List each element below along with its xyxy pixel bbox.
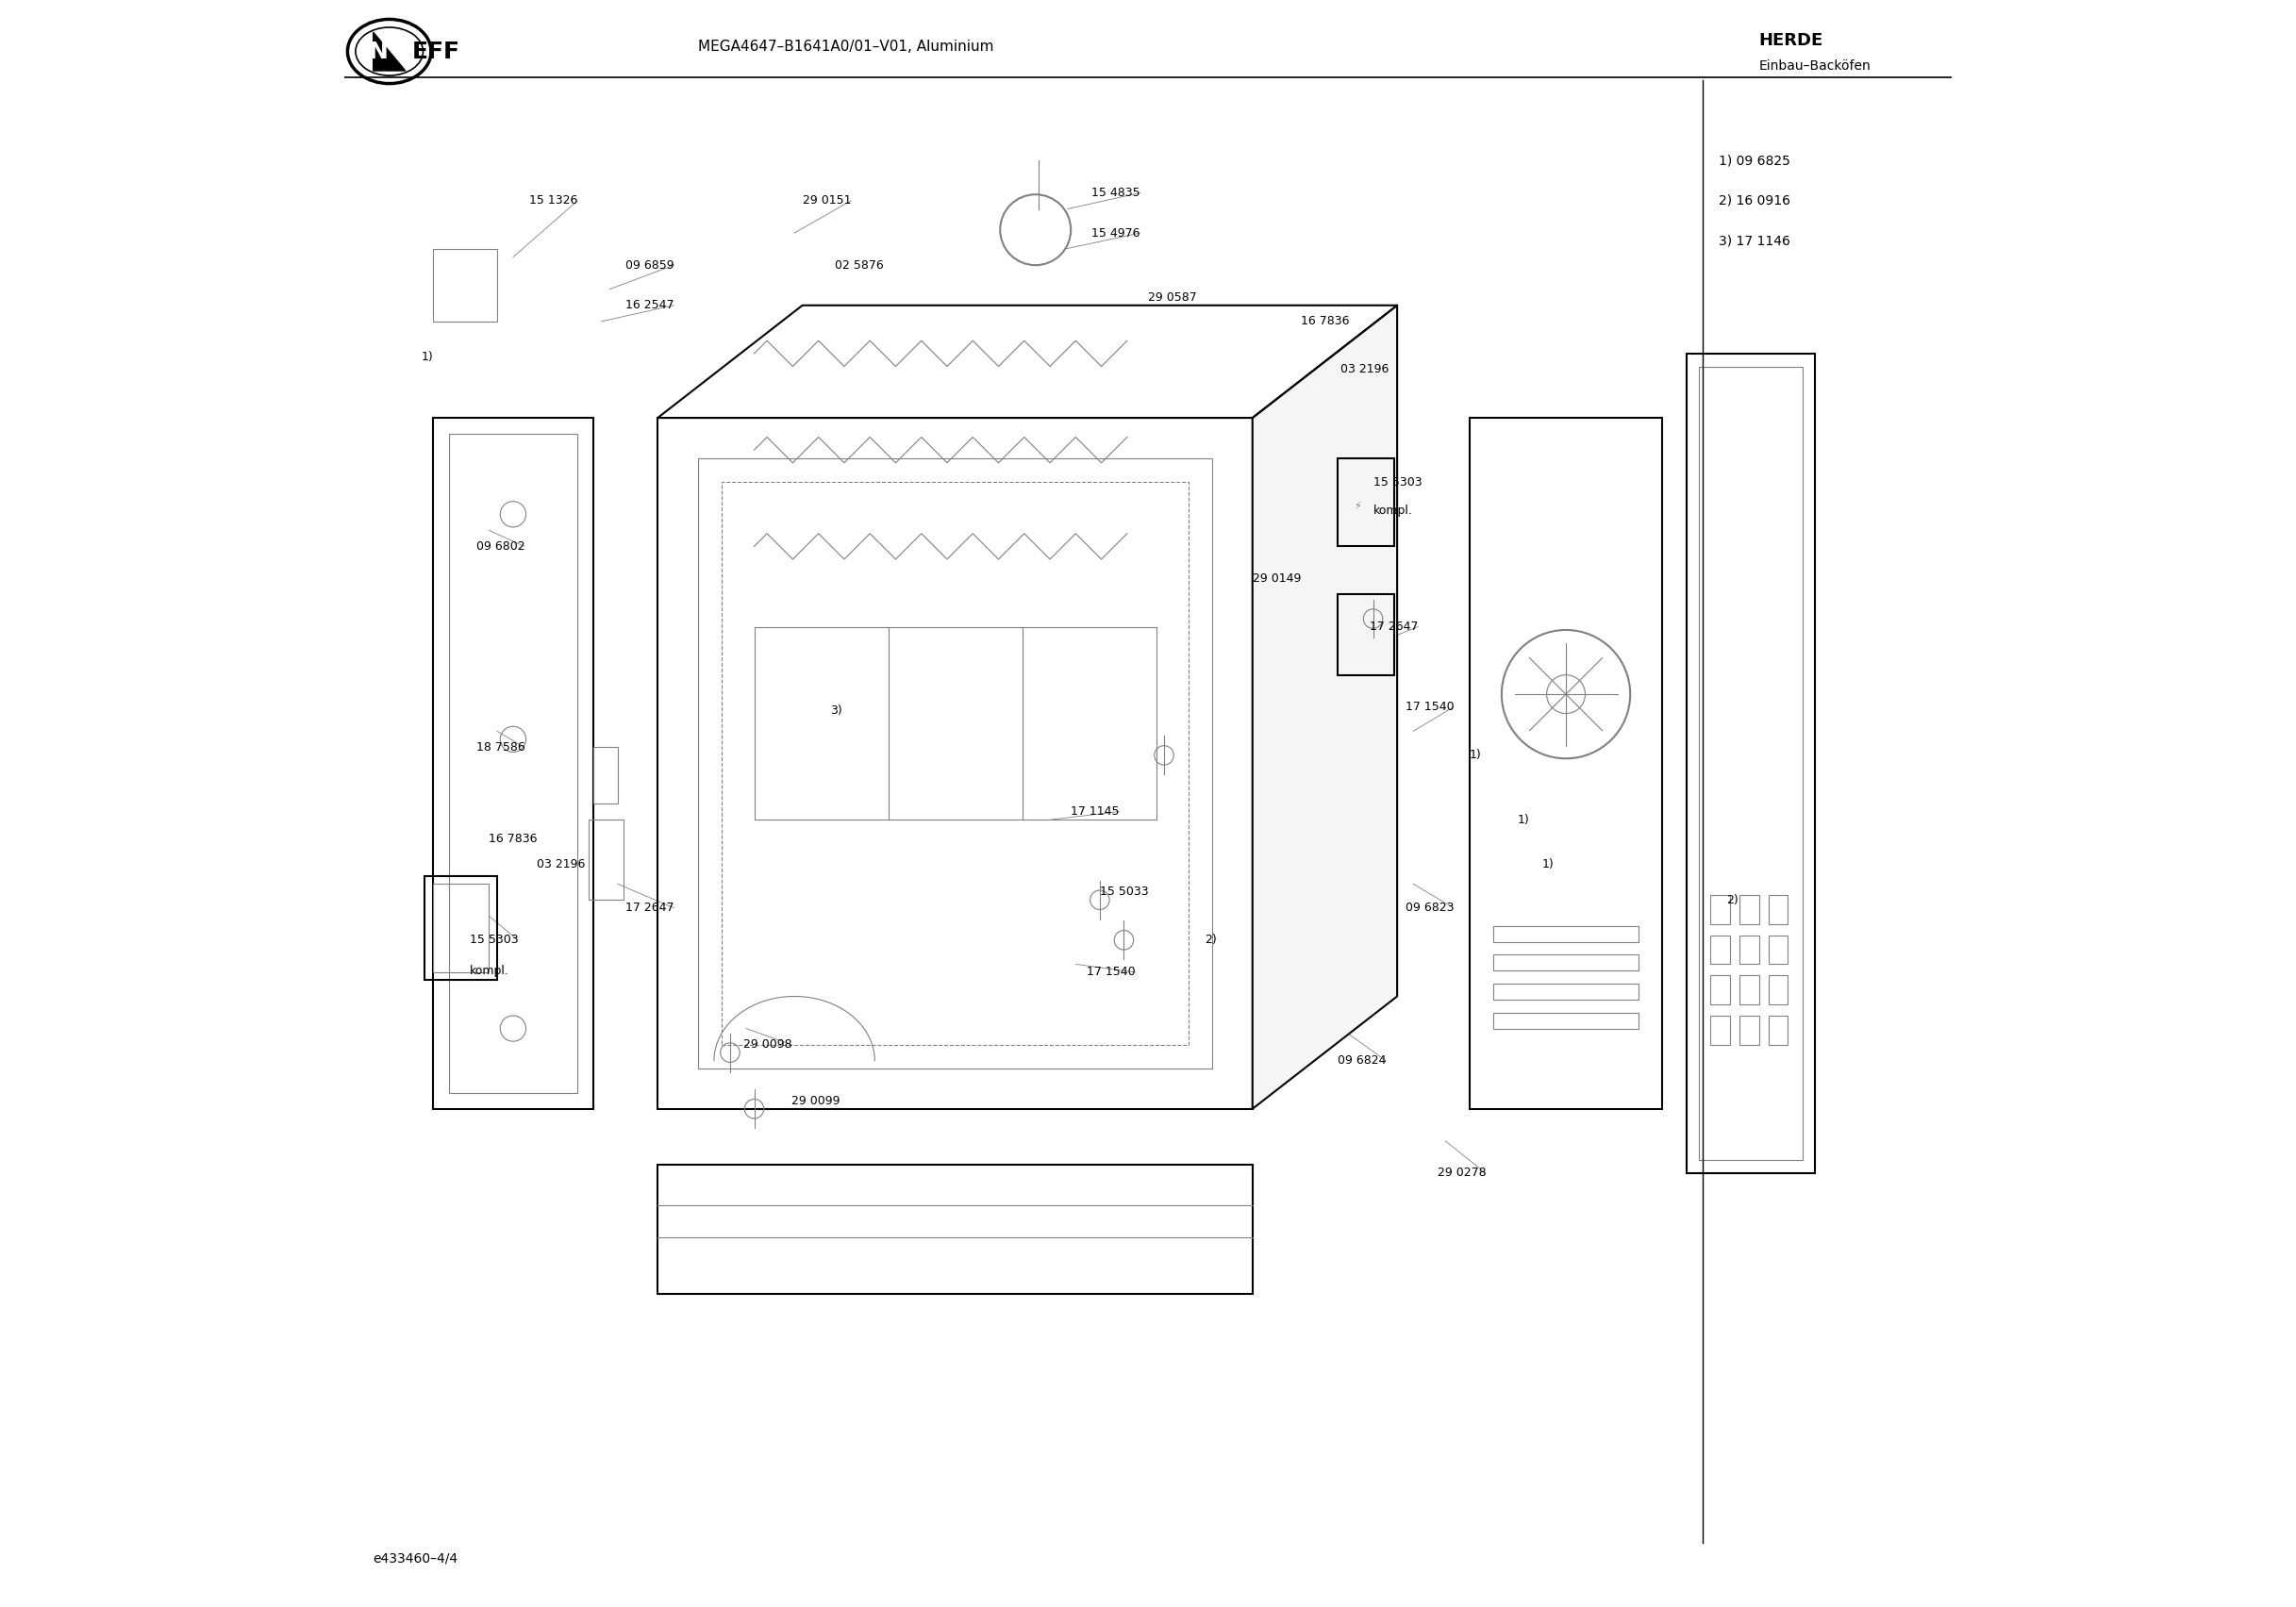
Text: 29 0099: 29 0099 [792,1094,840,1107]
Bar [1495,983,1639,1000]
Text: 15 4976: 15 4976 [1091,227,1141,239]
Text: HERDE: HERDE [1759,32,1823,48]
Text: 16 7836: 16 7836 [1302,315,1350,328]
Bar [1688,354,1816,1173]
Text: 2) 16 0916: 2) 16 0916 [1720,194,1791,207]
Text: 1) 09 6825: 1) 09 6825 [1720,154,1791,167]
Text: 15 5033: 15 5033 [1100,885,1148,898]
Text: kompl.: kompl. [471,964,510,977]
Bar [1740,935,1759,964]
Text: 29 0098: 29 0098 [744,1038,792,1051]
Text: 09 6823: 09 6823 [1405,902,1453,914]
Bar [721,482,1189,1045]
Text: 29 0278: 29 0278 [1437,1167,1486,1180]
Polygon shape [1254,305,1398,1109]
Text: ⚡: ⚡ [1352,501,1362,511]
Bar [1711,975,1729,1004]
Text: 18 7586: 18 7586 [475,741,526,754]
Text: 1): 1) [1469,749,1481,762]
Bar [1495,1012,1639,1028]
Bar [448,434,576,1093]
Text: 17 2647: 17 2647 [625,902,675,914]
Bar [1339,595,1394,675]
Bar [432,884,489,972]
Text: kompl.: kompl. [1373,505,1412,517]
Bar [1339,458,1394,546]
Bar [432,249,496,321]
Bar [1740,1016,1759,1045]
Bar [432,418,592,1109]
Text: 3) 17 1146: 3) 17 1146 [1720,235,1791,247]
Text: 17 1540: 17 1540 [1405,701,1453,714]
Bar [1711,895,1729,924]
Bar [657,418,1254,1109]
Bar [1495,955,1639,971]
Text: 15 1326: 15 1326 [528,194,579,207]
Text: MEGA4647–B1641A0/01–V01, Aluminium: MEGA4647–B1641A0/01–V01, Aluminium [698,40,994,53]
Text: 16 2547: 16 2547 [625,299,675,312]
Text: Einbau–Backöfen: Einbau–Backöfen [1759,59,1871,72]
Text: e433460–4/4: e433460–4/4 [374,1552,459,1565]
Text: 2): 2) [1727,893,1738,906]
Text: 15 4835: 15 4835 [1091,186,1141,199]
Bar [1768,935,1789,964]
Text: 09 6802: 09 6802 [475,540,526,553]
Text: 1): 1) [422,350,434,363]
Text: 16 7836: 16 7836 [489,832,537,845]
Text: 02 5876: 02 5876 [833,259,884,272]
Text: 17 2647: 17 2647 [1371,620,1419,633]
Bar [1469,418,1662,1109]
Bar [1495,926,1639,942]
Text: 1): 1) [1518,813,1529,826]
Text: 15 5303: 15 5303 [471,934,519,947]
Bar [1768,895,1789,924]
Bar [1711,935,1729,964]
Text: EFF: EFF [411,40,459,63]
Text: 17 1145: 17 1145 [1070,805,1120,818]
Text: 1): 1) [1543,858,1554,871]
Bar [1768,975,1789,1004]
Text: 29 0149: 29 0149 [1254,572,1302,585]
Text: 09 6859: 09 6859 [625,259,675,272]
Text: 29 0151: 29 0151 [801,194,852,207]
Text: 03 2196: 03 2196 [537,858,585,871]
Bar [1711,1016,1729,1045]
Bar [1768,1016,1789,1045]
Polygon shape [374,32,406,71]
Bar [657,1165,1254,1294]
Bar [588,820,625,900]
Text: 3): 3) [829,704,843,717]
Bar [1740,895,1759,924]
Text: 09 6824: 09 6824 [1339,1054,1387,1067]
Polygon shape [657,305,1398,418]
Text: N: N [367,40,388,63]
Bar [698,458,1212,1069]
Text: 29 0587: 29 0587 [1148,291,1196,304]
Text: 15 5303: 15 5303 [1373,476,1421,489]
Bar [425,876,496,980]
Text: 17 1540: 17 1540 [1086,966,1137,979]
Text: 03 2196: 03 2196 [1341,363,1389,376]
Bar [592,747,618,804]
Bar [1740,975,1759,1004]
Text: 2): 2) [1205,934,1217,947]
Bar [1699,366,1802,1160]
